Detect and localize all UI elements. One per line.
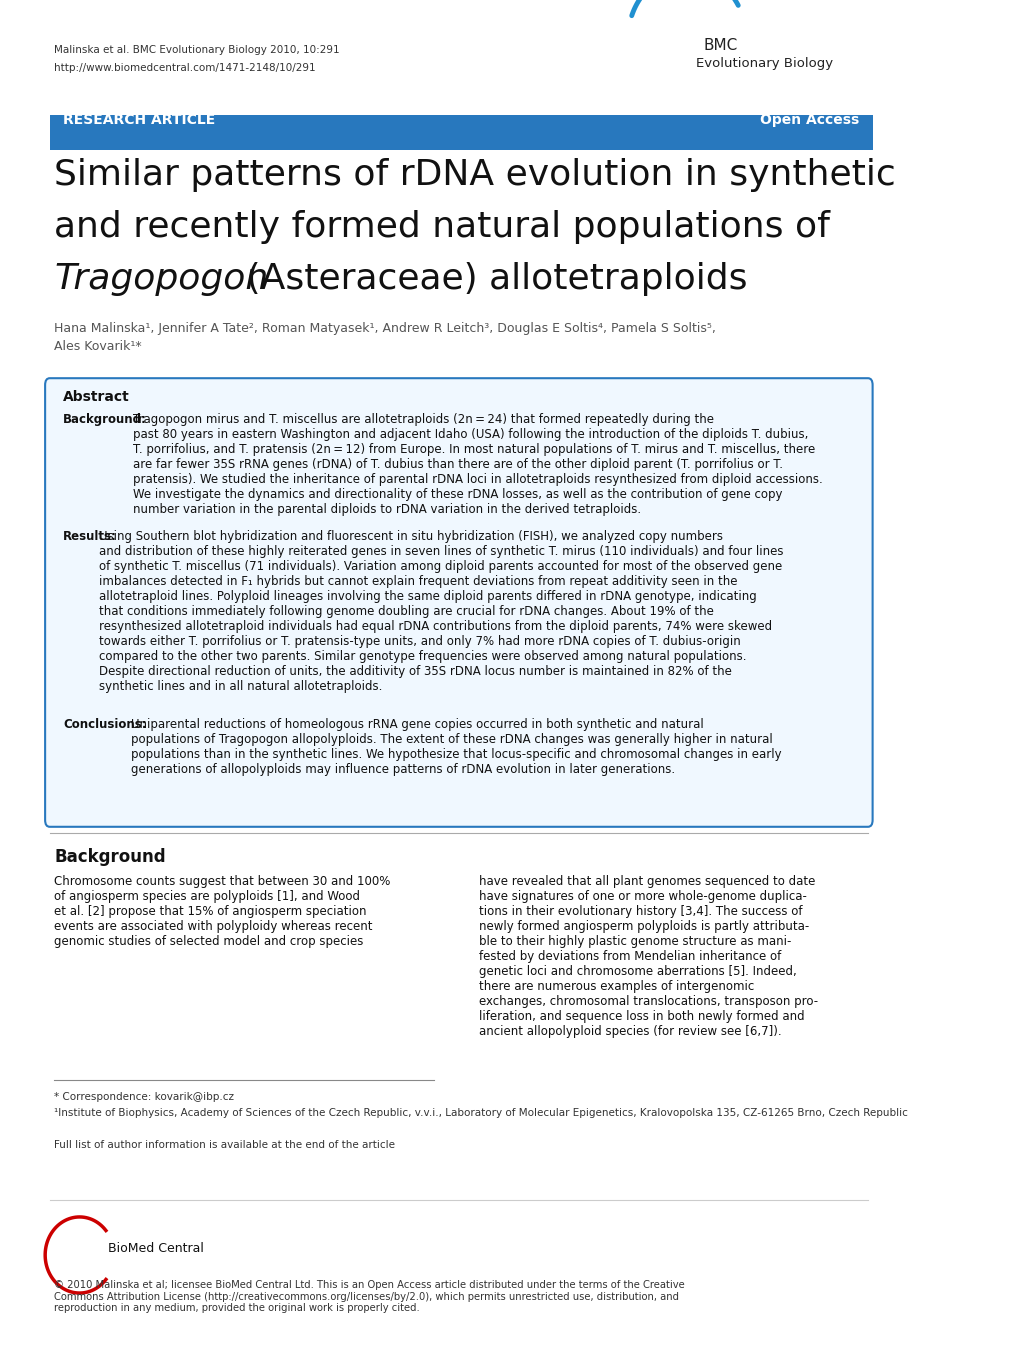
Text: Using Southern blot hybridization and fluorescent in situ hybridization (FISH), : Using Southern blot hybridization and fl… — [100, 530, 784, 693]
FancyBboxPatch shape — [50, 116, 871, 149]
Text: BioMed Central: BioMed Central — [108, 1242, 204, 1254]
Text: Hana Malinska¹, Jennifer A Tate², Roman Matyasek¹, Andrew R Leitch³, Douglas E S: Hana Malinska¹, Jennifer A Tate², Roman … — [54, 322, 715, 336]
Text: Abstract: Abstract — [63, 390, 129, 404]
Text: * Correspondence: kovarik@ibp.cz: * Correspondence: kovarik@ibp.cz — [54, 1093, 234, 1102]
Text: Chromosome counts suggest that between 30 and 100%
of angiosperm species are pol: Chromosome counts suggest that between 3… — [54, 875, 390, 949]
Text: http://www.biomedcentral.com/1471-2148/10/291: http://www.biomedcentral.com/1471-2148/1… — [54, 63, 316, 73]
Text: Open Access: Open Access — [759, 113, 858, 126]
Text: Malinska et al. BMC Evolutionary Biology 2010, 10:291: Malinska et al. BMC Evolutionary Biology… — [54, 45, 339, 54]
Text: Similar patterns of rDNA evolution in synthetic: Similar patterns of rDNA evolution in sy… — [54, 158, 895, 192]
FancyBboxPatch shape — [45, 378, 872, 826]
Text: Results:: Results: — [63, 530, 117, 544]
Text: ¹Institute of Biophysics, Academy of Sciences of the Czech Republic, v.v.i., Lab: ¹Institute of Biophysics, Academy of Sci… — [54, 1108, 907, 1118]
Text: Ales Kovarik¹*: Ales Kovarik¹* — [54, 340, 142, 353]
Text: © 2010 Malinska et al; licensee BioMed Central Ltd. This is an Open Access artic: © 2010 Malinska et al; licensee BioMed C… — [54, 1280, 685, 1313]
Text: have revealed that all plant genomes sequenced to date
have signatures of one or: have revealed that all plant genomes seq… — [479, 875, 817, 1038]
Text: Evolutionary Biology: Evolutionary Biology — [696, 57, 833, 71]
Text: Conclusions:: Conclusions: — [63, 718, 147, 731]
Text: Tragopogon: Tragopogon — [54, 262, 268, 296]
Text: Background: Background — [54, 848, 166, 866]
Text: Uniparental reductions of homeologous rRNA gene copies occurred in both syntheti: Uniparental reductions of homeologous rR… — [131, 718, 781, 776]
Text: Background:: Background: — [63, 413, 147, 425]
Text: BMC: BMC — [703, 38, 737, 53]
Text: and recently formed natural populations of: and recently formed natural populations … — [54, 211, 829, 245]
Text: RESEARCH ARTICLE: RESEARCH ARTICLE — [63, 113, 215, 126]
Text: Full list of author information is available at the end of the article: Full list of author information is avail… — [54, 1140, 395, 1150]
Text: Tragopogon mirus and T. miscellus are allotetraploids (2n = 24) that formed repe: Tragopogon mirus and T. miscellus are al… — [132, 413, 822, 516]
Text: (Asteraceae) allotetraploids: (Asteraceae) allotetraploids — [234, 262, 747, 296]
